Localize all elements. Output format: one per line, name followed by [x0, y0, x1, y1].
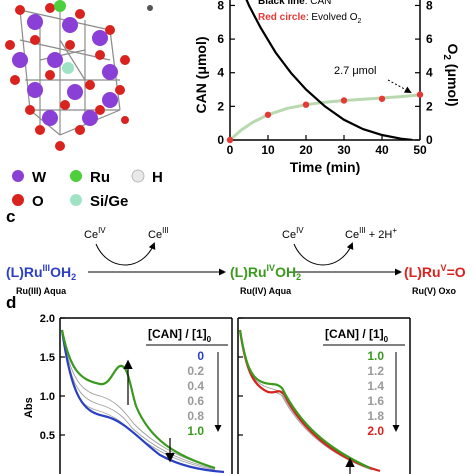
panel-c-label: c: [6, 207, 15, 226]
d-left-grey-spectrum-2: [61, 329, 216, 469]
d-left-value-3: 0.6: [187, 394, 204, 408]
b-x-tick-label-4: 40: [375, 143, 389, 157]
d-left-value-4: 0.8: [187, 409, 204, 423]
step1-ce-in: CeIV: [84, 226, 106, 241]
d-left-value-1: 0.2: [187, 364, 204, 378]
b-y2-tick-label-1: 2: [426, 99, 433, 113]
panel-d-label: d: [6, 293, 16, 312]
legend-w-dot: [12, 170, 24, 182]
b-o2-fit-line: [229, 93, 421, 142]
b-o2-point-5: [416, 91, 424, 98]
b-x-tick-label-3: 30: [337, 143, 351, 157]
d-y-axis-label: Abs: [23, 397, 35, 418]
d-right-value-4: 1.8: [367, 409, 384, 423]
b-yield-arrow: [387, 79, 412, 93]
d-right-value-2: 1.4: [367, 379, 384, 393]
b-y-tick-label-0: 0: [217, 133, 224, 147]
legend-o-dot: [12, 194, 24, 206]
d-right-value-1: 1.2: [367, 364, 384, 378]
species-ru3-aqua-name: Ru(III) Aqua: [16, 286, 67, 296]
step2-ce-out: CeIII + 2H+: [345, 226, 397, 241]
d-right-value-3: 1.6: [367, 394, 384, 408]
d-left-value-5: 1.0: [187, 424, 204, 438]
legend-ru-label: Ru: [90, 169, 110, 186]
species-ru3-aqua: (L)RuIIIOH2: [6, 263, 76, 282]
b-y2-tick-label-3: 6: [426, 32, 433, 46]
b-x-tick-label-0: 0: [227, 143, 234, 157]
legend-o-label: O: [32, 193, 44, 210]
b-red-circle-note: Red circle: Evolved O2: [258, 12, 362, 25]
legend-sige-dot: [70, 194, 82, 206]
b-o2-point-4: [378, 95, 386, 102]
b-y-tick-label-2: 4: [217, 66, 224, 80]
reaction-scheme: c CeIV CeIII CeIV CeIII + 2H+ (L)RuIIIOH…: [6, 207, 466, 296]
species-ru5-oxo: (L)RuV=O: [404, 263, 466, 280]
element-legend: W Ru H O Si/Ge: [12, 169, 163, 210]
b-y2-axis-label: O2 (μmol): [441, 43, 461, 106]
b-y-axis-label: CAN (μmol): [193, 37, 209, 114]
b-yield-annotation: 2.7 μmol: [334, 65, 376, 77]
b-y-tick-label-4: 8: [217, 0, 224, 12]
d-right-header: [CAN] / [1]0: [325, 327, 389, 344]
d-right-grey-spectrum-1: [239, 329, 373, 470]
legend-w-label: W: [32, 169, 47, 186]
d-left-value-2: 0.4: [187, 379, 204, 393]
d-right-grey-spectrum-0: [239, 329, 373, 471]
step1-ce-out: CeIII: [148, 226, 169, 241]
b-black-line-note: Black line: CAN: [258, 0, 331, 7]
d-left-green-spectrum: [60, 329, 216, 470]
b-y2-tick-label-0: 0: [426, 133, 433, 147]
d-y-tick-label-1: 1.0: [40, 391, 55, 403]
d-left-blue-spectrum: [60, 329, 225, 474]
d-y-tick-label-2: 1.5: [40, 352, 55, 364]
b-x-tick-label-5: 50: [413, 143, 427, 157]
d-y-tick-label-3: 2.0: [40, 313, 55, 325]
d-right-value-0: 1.0: [367, 349, 384, 363]
b-o2-point-0: [226, 136, 234, 144]
legend-sige-label: Si/Ge: [90, 193, 128, 210]
b-x-axis-label: Time (min): [290, 159, 361, 175]
uvvis-spectra: d 0.5 1.0 1.5 2.0 Abs [CAN] / [1]0 [CAN] / [1]…: [6, 293, 411, 474]
legend-ru-dot: [70, 170, 82, 182]
b-y-tick-label-3: 6: [217, 32, 224, 46]
b-o2-point-2: [302, 101, 310, 108]
species-ru5-oxo-name: Ru(V) Oxo: [412, 286, 457, 296]
b-o2-point-1: [264, 111, 272, 118]
molecule-structure-image: [5, 0, 153, 151]
b-y-tick-label-1: 2: [217, 99, 224, 113]
d-right-red-spectrum: [238, 329, 381, 473]
legend-h-dot: [131, 169, 145, 183]
b-o2-point-3: [340, 97, 348, 104]
step2-ce-arc: [293, 242, 354, 266]
species-ru4-aqua-name: Ru(IV) Aqua: [240, 286, 292, 296]
step1-ce-arc: [95, 242, 156, 266]
d-right-value-5: 2.0: [367, 424, 384, 438]
d-y-tick-label-0: 0.5: [40, 430, 55, 442]
b-x-tick-label-1: 10: [261, 143, 275, 157]
b-can-line: [245, 0, 413, 140]
d-right-green-spectrum: [238, 329, 371, 470]
b-y2-tick-label-2: 4: [426, 66, 433, 80]
b-x-tick-label-2: 20: [299, 143, 313, 157]
species-ru4-aqua: (L)RuIVOH2: [230, 263, 301, 282]
d-left-value-0: 0: [197, 349, 204, 363]
step2-ce-in: CeIV: [282, 226, 304, 241]
b-y2-tick-label-4: 8: [426, 0, 433, 12]
d-left-header: [CAN] / [1]0: [148, 327, 212, 344]
legend-h-label: H: [152, 169, 163, 186]
